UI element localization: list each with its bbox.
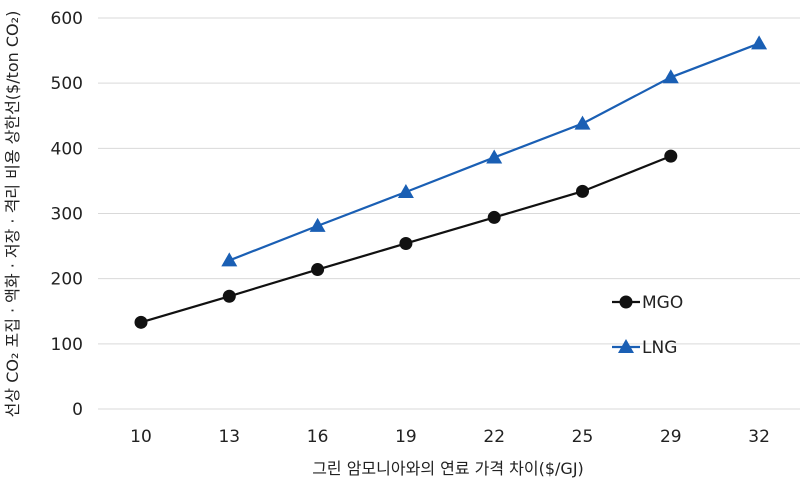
y-tick-labels: 0 100 200 300 400 500 600	[51, 9, 83, 420]
x-tick-32: 32	[748, 427, 770, 447]
y-tick-300: 300	[51, 205, 83, 225]
point-mgo-22	[487, 210, 501, 224]
point-mgo-13	[222, 289, 236, 303]
point-lng-22	[486, 149, 503, 164]
legend-marker-mgo	[619, 295, 633, 309]
series-mgo	[134, 149, 678, 329]
point-mgo-29	[664, 149, 678, 163]
point-lng-25	[574, 115, 591, 130]
grid-lines	[98, 17, 800, 410]
y-tick-600: 600	[51, 9, 83, 29]
y-tick-400: 400	[51, 139, 83, 159]
y-tick-500: 500	[51, 74, 83, 94]
point-mgo-16	[311, 263, 325, 277]
legend-item-mgo: MGO	[612, 293, 683, 313]
x-tick-10: 10	[130, 427, 152, 447]
y-tick-100: 100	[51, 335, 83, 355]
point-mgo-19	[399, 236, 413, 250]
point-lng-19	[397, 183, 414, 198]
x-tick-16: 16	[307, 427, 329, 447]
series-lines	[134, 35, 768, 329]
x-axis-title: 그린 암모니아와의 연료 가격 차이($/GJ)	[312, 459, 584, 478]
point-lng-13	[221, 252, 238, 267]
legend-item-lng: LNG	[612, 338, 677, 358]
point-mgo-25	[576, 184, 589, 198]
series-lng	[221, 35, 768, 267]
point-mgo-10	[134, 315, 148, 329]
x-tick-19: 19	[395, 427, 417, 447]
point-lng-32	[751, 35, 768, 50]
legend-label-mgo: MGO	[642, 293, 683, 313]
x-tick-25: 25	[572, 427, 594, 447]
y-tick-200: 200	[51, 270, 83, 290]
y-tick-0: 0	[72, 400, 83, 420]
x-tick-22: 22	[483, 427, 505, 447]
x-tick-13: 13	[218, 427, 240, 447]
legend: MGO LNG	[612, 293, 683, 358]
x-tick-labels: 10 13 16 19 22 25 29 32	[130, 427, 770, 447]
legend-label-lng: LNG	[642, 338, 677, 358]
x-tick-29: 29	[660, 427, 682, 447]
legend-marker-lng	[618, 339, 634, 353]
point-lng-16	[309, 217, 326, 232]
point-lng-29	[662, 69, 679, 84]
y-axis-title: 선상 CO₂ 포집 · 액화 · 저장 · 격리 비용 상한선($/ton CO…	[3, 11, 22, 418]
